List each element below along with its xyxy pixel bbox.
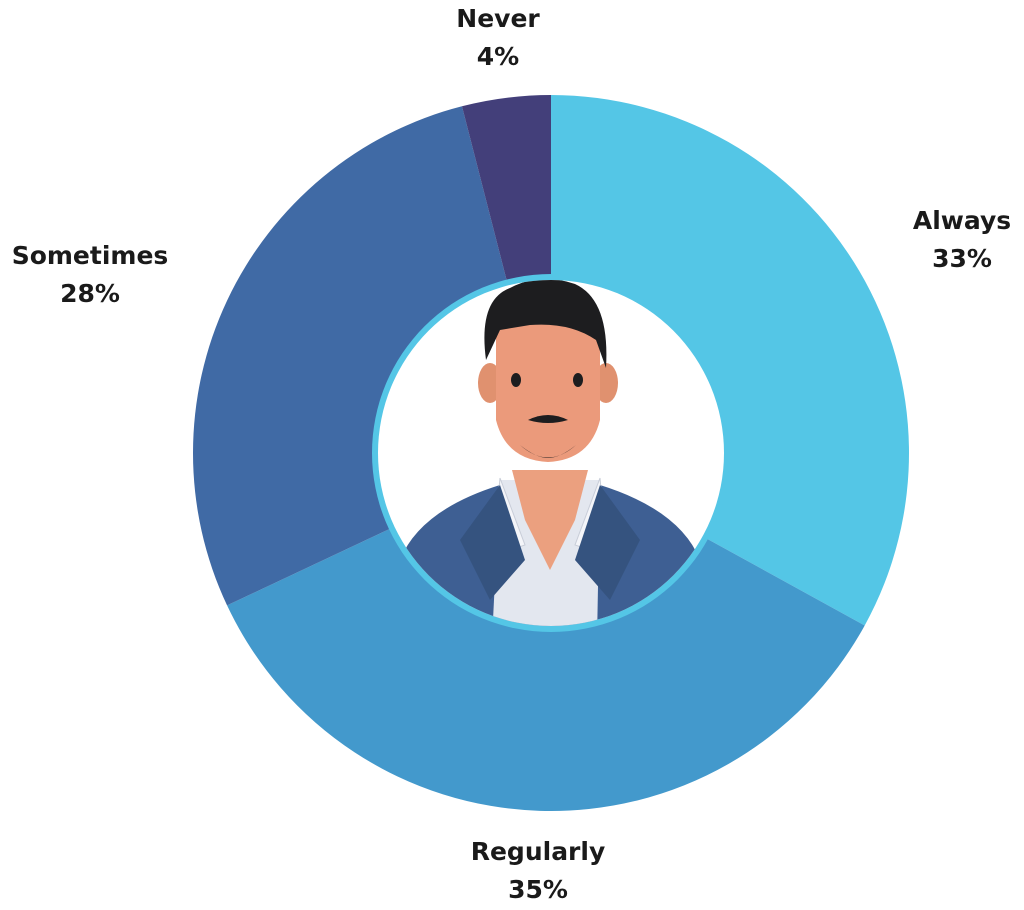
face <box>496 300 600 462</box>
eye <box>511 373 521 387</box>
hair <box>484 280 607 368</box>
slice-label: Sometimes <box>12 241 169 270</box>
neck <box>512 470 588 570</box>
value-label: 28% <box>60 279 120 308</box>
slice <box>227 516 865 811</box>
slice <box>461 95 551 308</box>
avatar <box>400 280 700 626</box>
slices <box>193 95 909 811</box>
slice <box>551 95 909 626</box>
slice-label: Regularly <box>471 837 606 866</box>
lapels <box>460 485 640 600</box>
slice <box>193 106 514 606</box>
slice-label: Always <box>913 206 1011 235</box>
value-label: 33% <box>932 244 992 273</box>
labels: Always 33% Regularly 35% Sometimes 28% Never 4% <box>12 4 1011 904</box>
slice-label: Never <box>456 4 540 33</box>
value-label: 4% <box>477 42 519 71</box>
value-label: 35% <box>508 875 568 904</box>
moustache <box>528 415 568 423</box>
eye <box>573 373 583 387</box>
